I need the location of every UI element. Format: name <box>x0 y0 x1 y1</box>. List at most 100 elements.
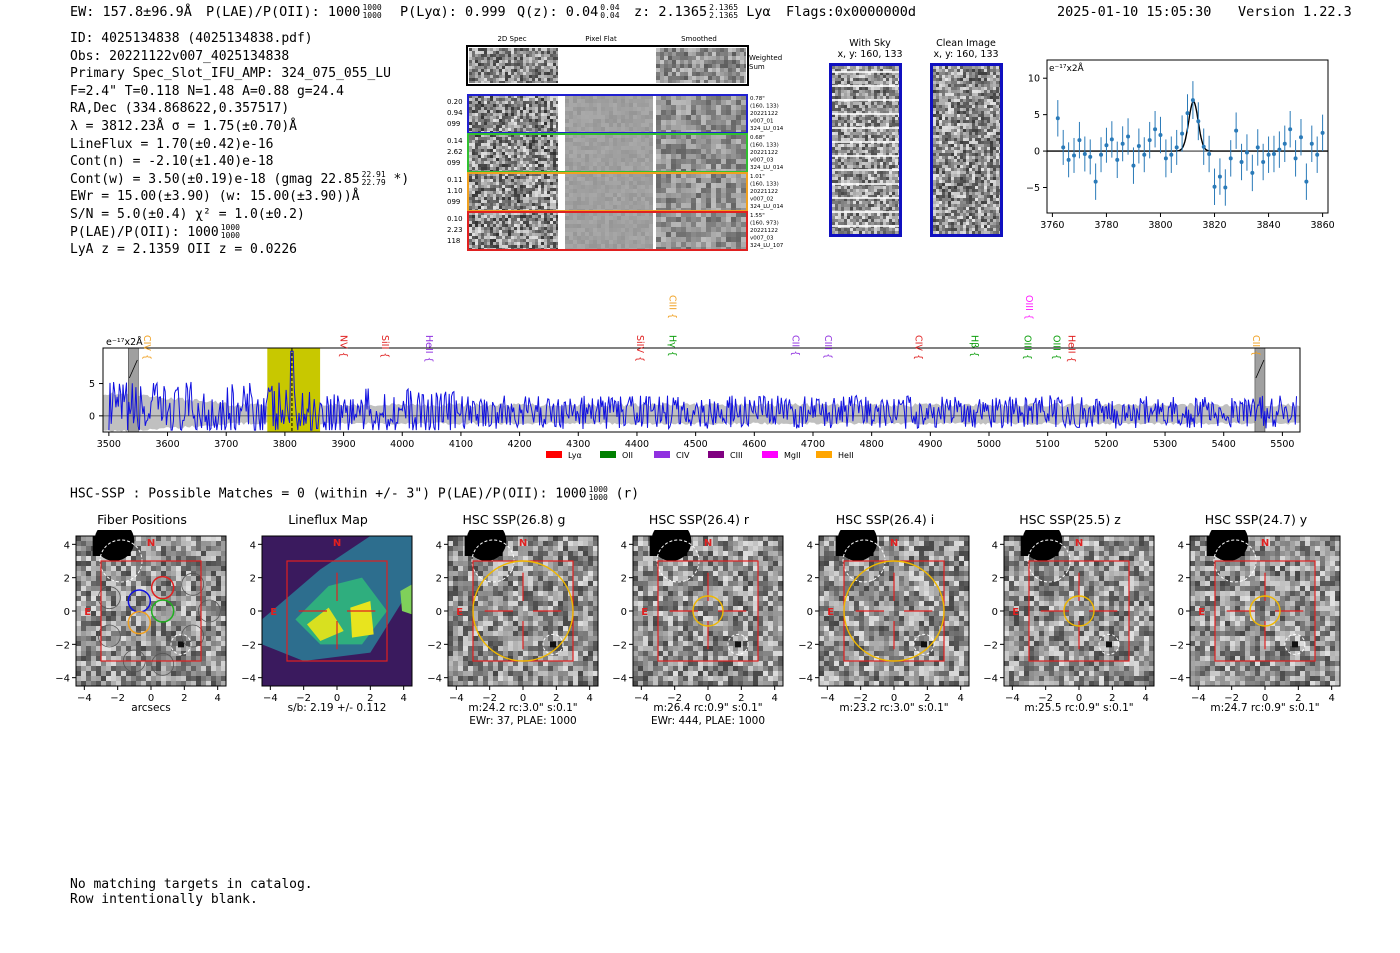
hsc-ytick-label: 4 <box>621 540 627 551</box>
info-plae-label: P(LAE)/P(OII): 1000 <box>70 224 219 240</box>
info-contw-frac: 22.91 22.79 <box>362 171 386 187</box>
hsc-ytick-label: −2 <box>1169 640 1184 651</box>
cutout-pixel-flat <box>565 134 653 171</box>
sky-stripe <box>829 113 902 115</box>
header-qz-frac: 0.04 0.04 <box>600 4 619 20</box>
cutout-2d-spec <box>469 212 558 249</box>
cutout-left-label: 2.62 <box>447 148 463 156</box>
info-primary: Primary Spec_Slot_IFU_AMP: 324_075_055_L… <box>70 66 391 82</box>
spectrum-legend-swatch <box>762 451 778 458</box>
spectrum-legend-swatch <box>600 451 616 458</box>
cutout-gap <box>558 134 565 171</box>
hsc-panel: HSC SSP(26.4) r N E −4 −4 −2 −2 0 0 2 2 4 4 m:26.4 rc… <box>609 512 789 727</box>
zoom-point <box>1266 152 1271 157</box>
hsc-panel-title: HSC SSP(25.5) z <box>1019 512 1121 527</box>
spectrum-xtick-label: 3600 <box>155 439 179 450</box>
sky-stripe <box>829 169 902 171</box>
zoom-point <box>1088 154 1093 159</box>
cutout-row-frame <box>467 211 748 251</box>
cutout-left-label: 2.23 <box>447 226 463 234</box>
hsc-xtick-label: −4 <box>449 693 464 704</box>
zoom-point <box>1147 138 1152 143</box>
hsc-title-frac: 1000 1000 <box>589 486 608 502</box>
hsc-xtick-label: −2 <box>1224 693 1239 704</box>
hsc-ytick-label: 4 <box>1178 540 1184 551</box>
cutout-col-title: Smoothed <box>681 35 717 43</box>
weighted-sum-frame <box>466 45 749 86</box>
hsc-xtick-label: −2 <box>110 693 125 704</box>
spectrum-xtick-label: 4800 <box>860 439 884 450</box>
search-box <box>657 560 759 662</box>
spectrum-xtick-label: 5200 <box>1094 439 1118 450</box>
zoom-ytick-label: 10 <box>1028 74 1040 85</box>
lineflux-peak <box>307 607 344 641</box>
header-flags: Flags:0x0000000d <box>786 4 917 20</box>
header-z-frac: 2.1365 2.1365 <box>709 4 738 20</box>
hsc-panel-title: HSC SSP(26.4) r <box>648 512 750 527</box>
info-plae-frac: 1000 1000 <box>221 224 240 240</box>
catalog-note-line2: Row intentionally blank. <box>70 892 258 907</box>
hsc-xtick-label: 2 <box>367 693 373 704</box>
hsc-noise <box>1190 536 1340 686</box>
hsc-xtick-label: 2 <box>924 693 930 704</box>
spectrum-error-band <box>103 392 1300 433</box>
info-contw-lo: 22.79 <box>361 178 386 188</box>
hsc-xtick-label: 0 <box>1076 693 1082 704</box>
sky-stripe <box>829 141 902 143</box>
zoom-point <box>1207 151 1212 156</box>
hsc-ytick-label: −4 <box>241 674 256 685</box>
hsc-panel-caption: m:24.7 rc:0.9" s:0.1" <box>1210 702 1320 714</box>
zoom-ytick-label: −5 <box>1026 183 1040 194</box>
zoom-point <box>1174 145 1179 150</box>
catalog-source-circle <box>170 633 192 655</box>
hsc-panel-caption: EWr: 444, PLAE: 1000 <box>650 715 766 727</box>
spectrum-line-label: SiII { <box>379 335 390 358</box>
weighted-label: Weighted <box>749 54 782 62</box>
zoom-point <box>1115 157 1120 162</box>
zoom-point <box>1061 145 1066 150</box>
hsc-panel-caption: EWr: 37, PLAE: 1000 <box>469 715 577 727</box>
header-plae-lo: 1000 <box>362 11 382 20</box>
zoom-xtick-label: 3800 <box>1148 220 1172 231</box>
zoom-point <box>1309 141 1314 146</box>
faint-source <box>1292 641 1298 648</box>
cutout-left-label: 0.14 <box>447 137 463 145</box>
header-qz-lo: 0.04 <box>600 11 620 20</box>
info-radec: RA,Dec (334.868622,0.357517) <box>70 101 290 117</box>
lineflux-peak <box>400 584 412 615</box>
fiber-circle-highlight <box>150 599 175 623</box>
spectrum-mask-hatch <box>128 359 138 379</box>
spectrum-legend-label: MgII <box>784 451 801 460</box>
hsc-panel: HSC SSP(26.4) i N E −4 −4 −2 −2 0 0 2 2 4 4 m:23.2 rc… <box>795 512 975 727</box>
spectrum-line-label: Hγ { <box>666 335 677 357</box>
compass-north: N <box>519 538 527 549</box>
cutout-pixel-flat <box>565 212 653 249</box>
spectrum-xtick-label: 4400 <box>625 439 649 450</box>
cutout-left-label: 118 <box>447 237 460 245</box>
zoom-point <box>1180 131 1185 136</box>
cutout-right-label: (160, 133) <box>750 143 779 149</box>
hsc-noise <box>819 536 969 686</box>
zoom-xtick-label: 3820 <box>1202 220 1226 231</box>
cutout-2d-spec <box>469 173 558 210</box>
header-z-hi: 2.1365 <box>709 3 739 12</box>
fiber-circle-highlight <box>150 575 175 600</box>
hsc-ytick-label: 2 <box>807 574 813 585</box>
hsc-panel-title: HSC SSP(26.8) g <box>462 512 566 527</box>
cutout-right-label: (160, 133) <box>750 182 779 188</box>
zoom-point <box>1104 143 1109 148</box>
cutout-left-label: 0.20 <box>447 98 463 106</box>
compass-east: E <box>270 607 277 618</box>
hsc-panel: Fiber Positions N E −4 −4 −2 −2 0 0 2 2 4 4 arcsecs <box>52 512 232 727</box>
zoom-point <box>1239 160 1244 164</box>
hsc-xtick-label: 2 <box>1109 693 1115 704</box>
cutout-right-label: 324_LU_014 <box>750 165 784 171</box>
zoom-point <box>1153 127 1158 132</box>
fiber-circle <box>197 599 221 623</box>
zoom-point <box>1255 145 1260 150</box>
catalog-source-circle <box>542 633 564 655</box>
cutout-2d-spec <box>469 95 558 132</box>
zoom-point <box>1136 143 1141 148</box>
cutout-right-label: 324_LU_107 <box>750 243 784 249</box>
cutout-right-label: 1.01" <box>750 174 765 180</box>
